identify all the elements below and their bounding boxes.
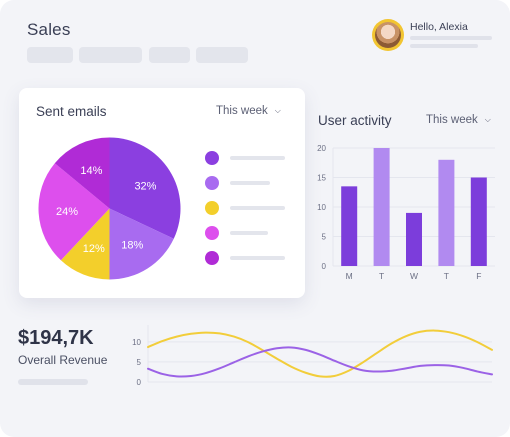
legend-dot bbox=[205, 226, 219, 240]
user-activity-title: User activity bbox=[318, 113, 392, 128]
user-activity-card: User activity This week ⌵ 0 5 10 15 20 M T W T F bbox=[305, 98, 505, 298]
period-label: This week bbox=[426, 114, 478, 126]
legend-label-placeholder bbox=[230, 256, 285, 260]
series-line bbox=[147, 346, 493, 378]
pie-slice-label: 24% bbox=[56, 206, 78, 218]
pie-slice bbox=[54, 137, 110, 209]
legend-dot bbox=[205, 251, 219, 265]
revenue-value: $194,7K bbox=[18, 327, 94, 349]
user-info-placeholder bbox=[410, 36, 492, 40]
bar bbox=[341, 186, 358, 266]
nav-pill[interactable] bbox=[149, 47, 190, 63]
sent-emails-card: Sent emails This week ⌵ 32% 18% 12% 24% 14% bbox=[19, 88, 305, 298]
x-tick-label: T bbox=[379, 271, 384, 281]
legend-label-placeholder bbox=[230, 156, 285, 160]
y-tick-label: 5 bbox=[322, 233, 327, 242]
series-line bbox=[147, 329, 493, 378]
pie-slice bbox=[60, 208, 110, 280]
pie-chart: 32% 18% 12% 24% 14% bbox=[37, 136, 182, 281]
chevron-down-icon: ⌵ bbox=[484, 115, 491, 124]
revenue-placeholder bbox=[18, 379, 88, 385]
bar bbox=[470, 177, 487, 266]
legend-item bbox=[205, 176, 295, 190]
legend-item bbox=[205, 251, 295, 265]
revenue-line-chart: 0 5 10 bbox=[132, 325, 493, 387]
pie-slice-label: 32% bbox=[134, 181, 156, 193]
x-tick-label: W bbox=[410, 271, 418, 281]
y-tick-label: 10 bbox=[317, 203, 326, 212]
y-tick-label: 5 bbox=[137, 358, 142, 367]
legend-dot bbox=[205, 201, 219, 215]
y-tick-label: 0 bbox=[322, 262, 327, 271]
x-tick-label: M bbox=[346, 271, 353, 281]
legend-label-placeholder bbox=[230, 181, 270, 185]
nav-pill[interactable] bbox=[79, 47, 142, 63]
user-activity-period-dropdown[interactable]: This week ⌵ bbox=[426, 114, 491, 126]
nav-pill[interactable] bbox=[196, 47, 248, 63]
legend-item bbox=[205, 151, 295, 165]
legend-dot bbox=[205, 151, 219, 165]
avatar[interactable] bbox=[372, 19, 404, 51]
page-title: Sales bbox=[27, 20, 71, 39]
period-label: This week bbox=[216, 105, 268, 117]
revenue-label: Overall Revenue bbox=[18, 353, 108, 367]
user-greeting: Hello, Alexia bbox=[410, 21, 468, 33]
user-info-placeholder bbox=[410, 44, 478, 48]
legend-item bbox=[205, 201, 295, 215]
sent-emails-title: Sent emails bbox=[36, 104, 107, 119]
legend-label-placeholder bbox=[230, 206, 285, 210]
pie-slice bbox=[109, 208, 174, 280]
pie-slice bbox=[38, 163, 110, 261]
avatar-photo bbox=[375, 22, 401, 48]
y-tick-label: 0 bbox=[137, 378, 142, 387]
pie-chart-svg: 32% 18% 12% 24% 14% bbox=[38, 137, 181, 280]
bar bbox=[406, 212, 422, 266]
bar bbox=[438, 159, 455, 266]
bar bbox=[373, 148, 390, 266]
pie-slice-label: 14% bbox=[80, 165, 102, 177]
legend-item bbox=[205, 226, 295, 240]
chevron-down-icon: ⌵ bbox=[274, 106, 281, 115]
x-tick-label: T bbox=[444, 271, 449, 281]
user-profile[interactable]: Hello, Alexia bbox=[372, 19, 502, 55]
sent-emails-period-dropdown[interactable]: This week ⌵ bbox=[216, 105, 281, 117]
legend-label-placeholder bbox=[230, 231, 268, 235]
y-tick-label: 15 bbox=[317, 174, 326, 183]
pie-slice-label: 18% bbox=[121, 239, 143, 251]
x-tick-label: F bbox=[476, 271, 481, 281]
y-tick-label: 20 bbox=[317, 144, 326, 153]
legend-dot bbox=[205, 176, 219, 190]
nav-pill[interactable] bbox=[27, 47, 73, 63]
pie-slice bbox=[109, 137, 181, 239]
y-tick-label: 10 bbox=[132, 338, 141, 347]
bar-chart: 0 5 10 15 20 M T W T F bbox=[317, 144, 495, 281]
pie-slice-label: 12% bbox=[83, 243, 105, 255]
